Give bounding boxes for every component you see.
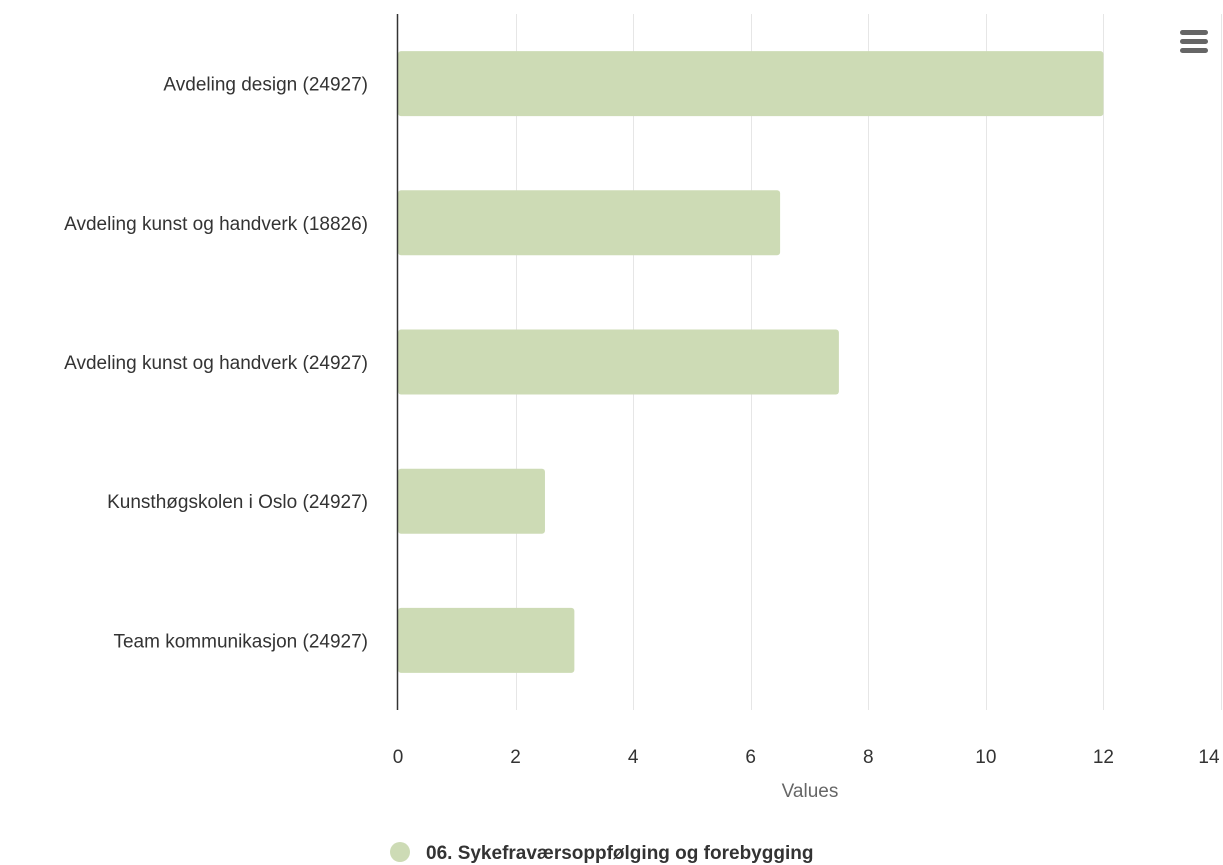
legend[interactable]: 06. Sykefraværsoppfølging og forebygging <box>390 842 813 864</box>
x-tick-label: 12 <box>1093 747 1114 768</box>
category-label: Avdeling design (24927) <box>163 75 368 96</box>
chart-menu-button[interactable] <box>1174 24 1214 60</box>
x-tick-label: 8 <box>863 747 874 768</box>
category-label: Avdeling kunst og handverk (24927) <box>64 353 368 374</box>
bars <box>398 51 1104 673</box>
x-tick-label: 14 <box>1198 747 1220 768</box>
category-labels: Avdeling design (24927) Avdeling kunst og… <box>64 75 368 653</box>
x-tick-labels: 0 2 4 6 8 10 12 14 <box>393 747 1220 768</box>
bar[interactable] <box>398 329 839 395</box>
category-label: Kunsthøgskolen i Oslo (24927) <box>107 492 368 513</box>
bar[interactable] <box>398 51 1104 117</box>
bar[interactable] <box>398 190 781 256</box>
x-tick-label: 10 <box>975 747 996 768</box>
x-axis-title: Values <box>782 781 839 802</box>
x-tick-label: 0 <box>393 747 404 768</box>
x-tick-label: 2 <box>510 747 521 768</box>
x-tick-label: 6 <box>745 747 756 768</box>
category-label: Avdeling kunst og handverk (18826) <box>64 214 368 235</box>
x-tick-label: 4 <box>628 747 639 768</box>
category-label: Team kommunikasjon (24927) <box>113 631 368 652</box>
bar[interactable] <box>398 607 575 673</box>
legend-label[interactable]: 06. Sykefraværsoppfølging og forebygging <box>426 843 813 864</box>
legend-marker[interactable] <box>390 842 410 862</box>
bar[interactable] <box>398 468 545 534</box>
